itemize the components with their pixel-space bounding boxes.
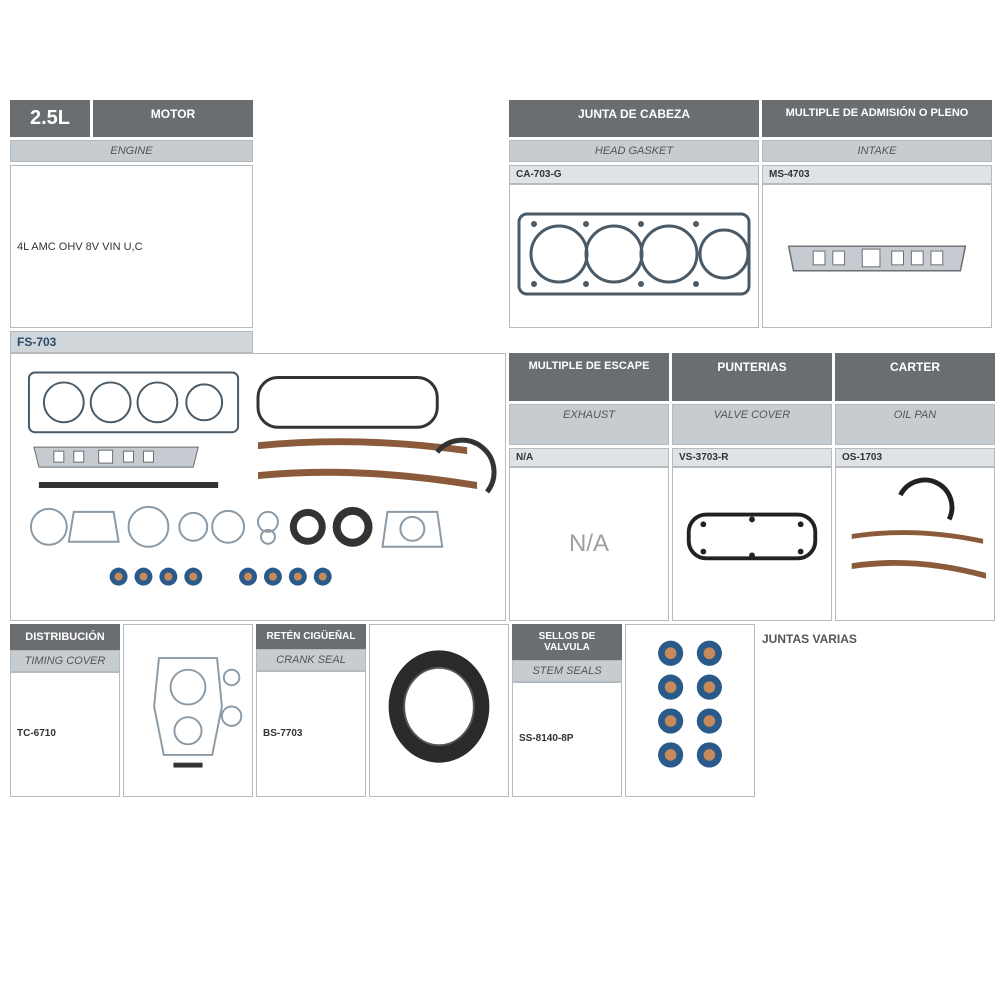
head-gasket-partno: CA-703-G xyxy=(509,165,759,184)
stem-partno-cell: SS-8140-8P xyxy=(512,682,622,797)
stem-partno: SS-8140-8P xyxy=(519,731,573,748)
timing-partno-cell: TC-6710 xyxy=(10,672,120,797)
timing-header: DISTRIBUCIÓN xyxy=(10,624,120,650)
exhaust-header: MULTIPLE DE ESCAPE xyxy=(509,353,669,401)
timing-partno: TC-6710 xyxy=(17,726,56,743)
crank-header: RETÉN CIGÜEÑAL xyxy=(256,624,366,649)
intake-image xyxy=(762,184,992,328)
oil-pan-header: CARTER xyxy=(835,353,995,401)
stem-subheader: STEM SEALS xyxy=(512,660,622,682)
timing-subheader: TIMING COVER xyxy=(10,650,120,672)
full-kit-image xyxy=(10,353,506,621)
intake-subheader: INTAKE xyxy=(762,140,992,162)
valve-cover-subheader: VALVE COVER xyxy=(672,404,832,446)
engine-description: 4L AMC OHV 8V VIN U,C xyxy=(10,165,253,328)
crank-partno-cell: BS-7703 xyxy=(256,671,366,797)
timing-image xyxy=(123,624,253,797)
displacement-badge: 2.5L xyxy=(10,100,90,137)
oil-pan-image xyxy=(835,467,995,621)
crank-partno: BS-7703 xyxy=(263,726,302,743)
exhaust-image: N/A xyxy=(509,467,669,621)
stem-header: SELLOS DE VALVULA xyxy=(512,624,622,660)
motor-header: MOTOR xyxy=(93,100,253,137)
misc-header: JUNTAS VARIAS xyxy=(758,624,1000,797)
crank-image xyxy=(369,624,509,797)
head-gasket-header: JUNTA DE CABEZA xyxy=(509,100,759,137)
engine-subheader: ENGINE xyxy=(10,140,253,162)
exhaust-na-text: N/A xyxy=(569,530,609,558)
oil-pan-subheader: OIL PAN xyxy=(835,404,995,446)
head-gasket-subheader: HEAD GASKET xyxy=(509,140,759,162)
valve-cover-header: PUNTERIAS xyxy=(672,353,832,401)
intake-partno: MS-4703 xyxy=(762,165,992,184)
exhaust-partno: N/A xyxy=(509,448,669,467)
engine-desc-text: 4L AMC OHV 8V VIN U,C xyxy=(17,241,143,253)
crank-subheader: CRANK SEAL xyxy=(256,649,366,671)
head-gasket-image xyxy=(509,184,759,328)
exhaust-subheader: EXHAUST xyxy=(509,404,669,446)
valve-cover-partno: VS-3703-R xyxy=(672,448,832,467)
kit-number: FS-703 xyxy=(10,331,253,353)
oil-pan-partno: OS-1703 xyxy=(835,448,995,467)
intake-header: MULTIPLE DE ADMISIÓN O PLENO xyxy=(762,100,992,137)
stem-image xyxy=(625,624,755,797)
valve-cover-image xyxy=(672,467,832,621)
